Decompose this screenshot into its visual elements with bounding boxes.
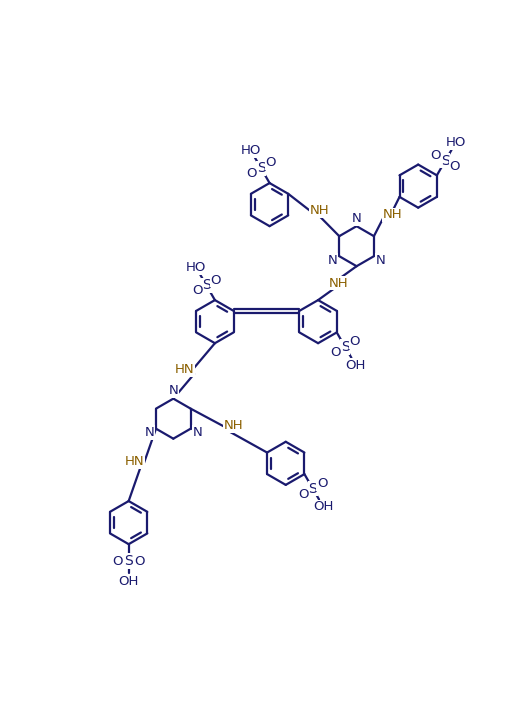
Text: O: O	[431, 149, 441, 162]
Text: N: N	[352, 212, 361, 225]
Text: HO: HO	[186, 261, 206, 274]
Text: N: N	[328, 253, 338, 267]
Text: NH: NH	[329, 277, 349, 289]
Text: N: N	[168, 384, 178, 398]
Text: N: N	[376, 253, 386, 267]
Text: O: O	[331, 346, 341, 359]
Text: O: O	[449, 160, 460, 172]
Text: S: S	[202, 278, 211, 292]
Text: S: S	[441, 153, 450, 168]
Text: HN: HN	[175, 363, 195, 376]
Text: O: O	[134, 555, 145, 567]
Text: OH: OH	[346, 358, 366, 372]
Text: O: O	[113, 555, 123, 567]
Text: HN: HN	[125, 455, 145, 468]
Text: O: O	[192, 284, 203, 297]
Text: NH: NH	[224, 420, 244, 432]
Text: NH: NH	[310, 204, 330, 217]
Text: HO: HO	[446, 136, 466, 149]
Text: O: O	[317, 477, 328, 490]
Text: NH: NH	[383, 208, 403, 222]
Text: S: S	[341, 340, 350, 354]
Text: O: O	[210, 274, 221, 287]
Text: O: O	[349, 335, 360, 348]
Text: OH: OH	[118, 575, 139, 589]
Text: O: O	[298, 488, 309, 501]
Text: HO: HO	[240, 144, 261, 157]
Text: S: S	[309, 482, 317, 496]
Text: O: O	[265, 156, 276, 170]
Text: S: S	[124, 554, 133, 568]
Text: O: O	[247, 168, 257, 180]
Text: N: N	[145, 426, 154, 439]
Text: OH: OH	[313, 501, 333, 513]
Text: S: S	[257, 161, 266, 175]
Text: N: N	[193, 426, 202, 439]
